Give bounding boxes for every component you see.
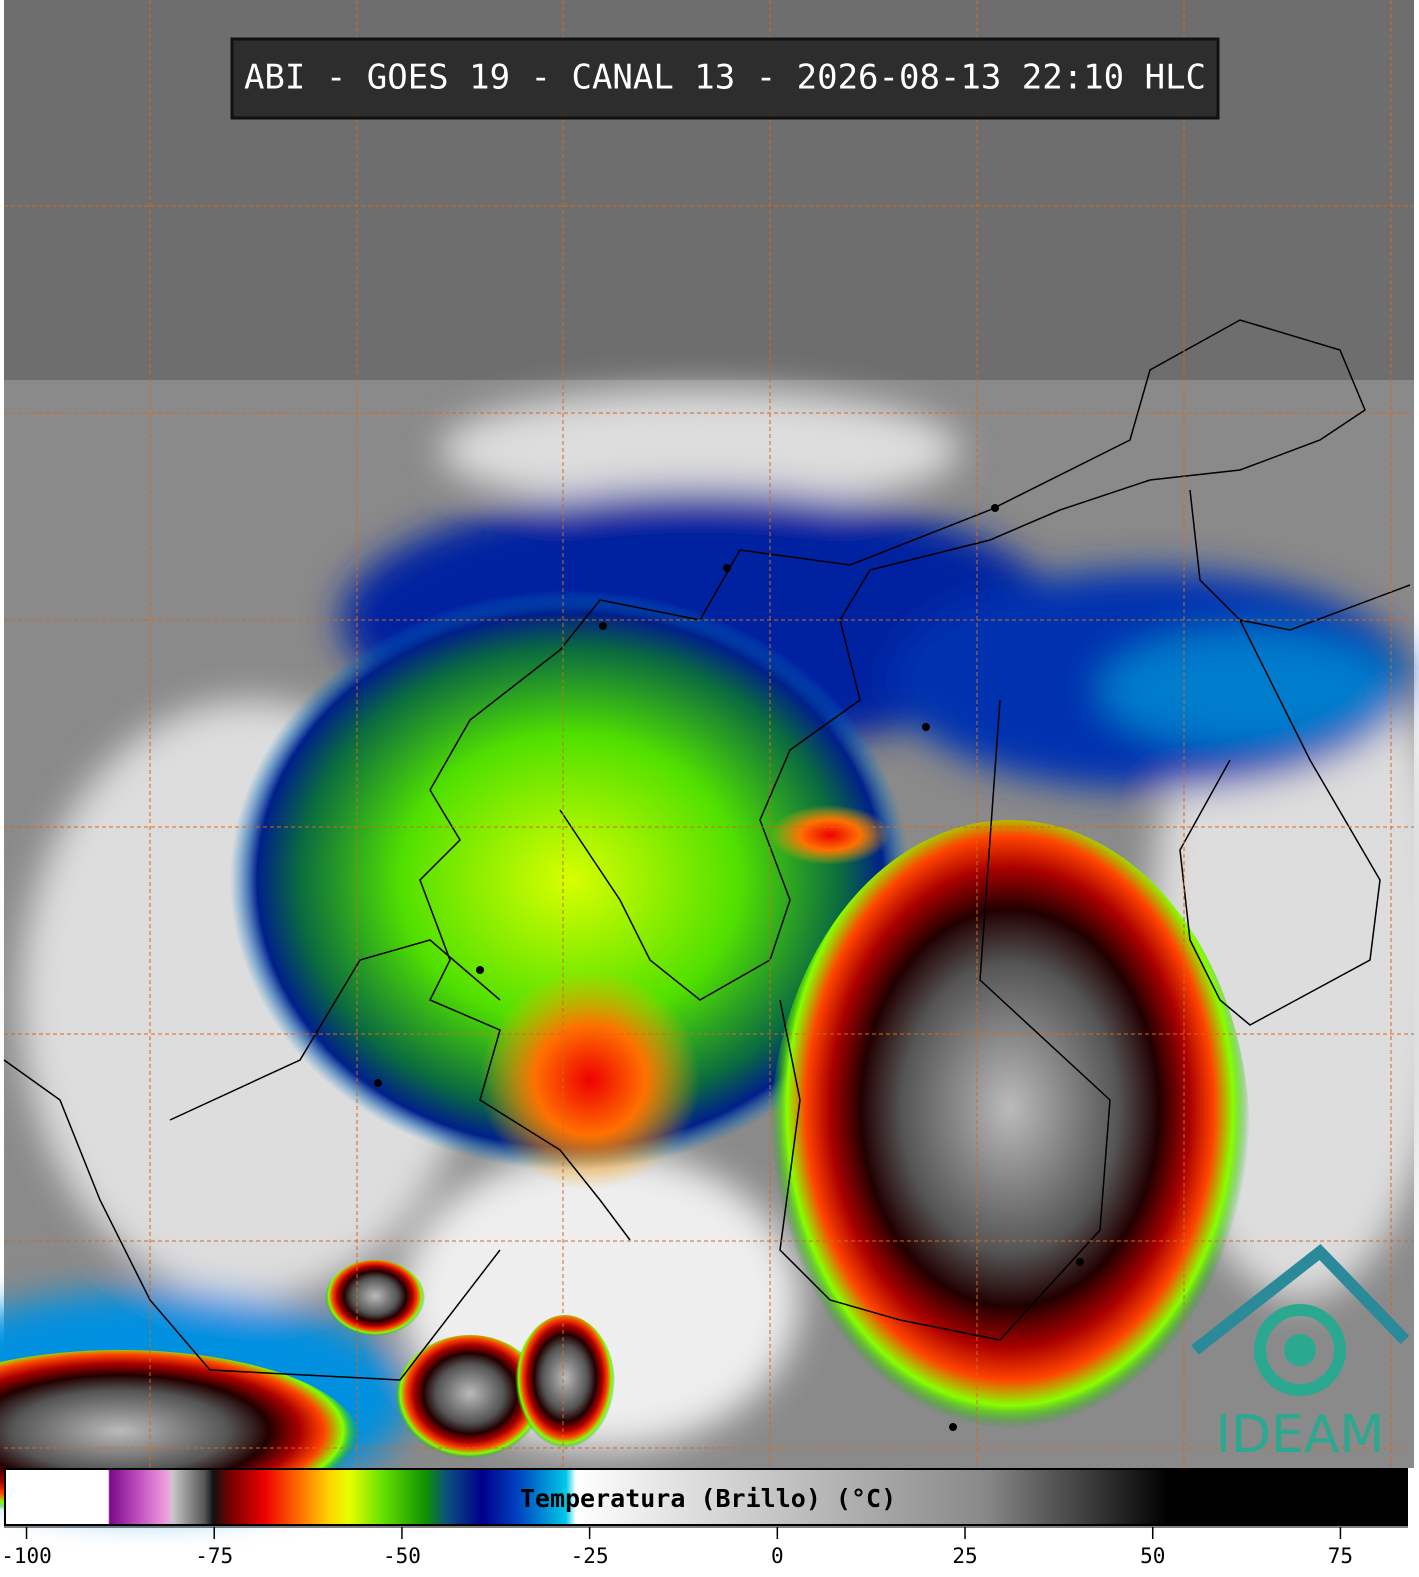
title-box xyxy=(230,37,1220,120)
cold-core xyxy=(770,805,890,865)
city-markers xyxy=(374,504,1084,1431)
convective-cloud xyxy=(230,590,910,1170)
storm-cell xyxy=(515,1315,615,1455)
storm-system xyxy=(770,820,1250,1460)
storm-cell xyxy=(325,1260,425,1340)
boundaries xyxy=(3,319,1411,1381)
storm-cell xyxy=(395,1335,545,1465)
title: ABI - GOES 19 - CANAL 13 - 2026-08-13 22… xyxy=(244,58,1206,98)
colorbar xyxy=(4,1468,1408,1526)
logo: IDEAM xyxy=(1191,1243,1410,1465)
cold-core xyxy=(480,970,700,1190)
logo-text: IDEAM xyxy=(1216,1405,1385,1465)
